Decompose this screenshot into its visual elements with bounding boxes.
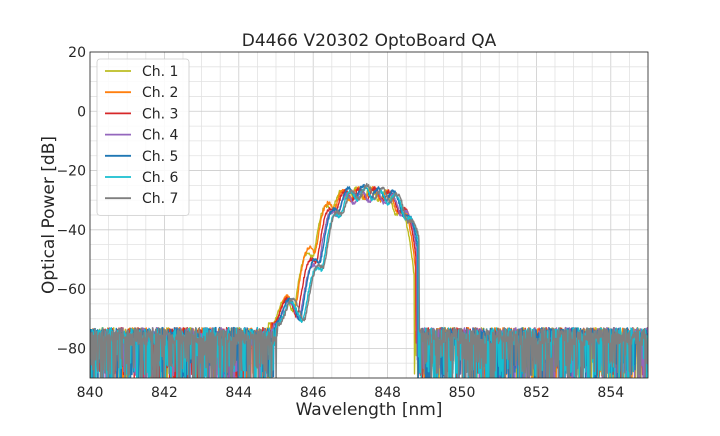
legend-label: Ch. 7	[142, 191, 178, 207]
y-axis-title: Optical Power [dB]	[39, 136, 59, 294]
y-tick-label: −60	[56, 282, 86, 298]
x-tick-labels: 840 842 844 846 848 850 852 854	[77, 385, 625, 401]
x-tick-label: 850	[449, 385, 476, 401]
legend-label: Ch. 1	[142, 64, 178, 80]
y-tick-label: 20	[68, 45, 86, 61]
legend-label: Ch. 6	[142, 170, 179, 186]
legend-label: Ch. 4	[142, 128, 179, 144]
legend: Ch. 1 Ch. 2 Ch. 3 Ch. 4 Ch. 5 Ch. 6 Ch. 7	[96, 58, 190, 216]
legend-label: Ch. 2	[142, 85, 178, 101]
y-tick-label: −20	[56, 164, 86, 180]
x-tick-label: 848	[374, 385, 401, 401]
x-axis-title: Wavelength [nm]	[296, 400, 443, 420]
x-tick-label: 852	[523, 385, 550, 401]
chart-title: D4466 V20302 OptoBoard QA	[242, 31, 497, 51]
x-tick-label: 846	[300, 385, 327, 401]
x-tick-label: 842	[151, 385, 178, 401]
legend-label: Ch. 5	[142, 149, 178, 165]
x-tick-label: 844	[225, 385, 252, 401]
y-tick-labels: 20 0 −20 −40 −60 −80	[56, 45, 86, 357]
y-tick-label: 0	[77, 104, 86, 120]
y-tick-label: −80	[56, 341, 86, 357]
series-line-ch7	[90, 182, 648, 378]
x-tick-label: 854	[597, 385, 624, 401]
y-tick-label: −40	[56, 223, 86, 239]
x-tick-label: 840	[77, 385, 104, 401]
plot-area-frame	[89, 51, 649, 379]
legend-label: Ch. 3	[142, 106, 178, 122]
